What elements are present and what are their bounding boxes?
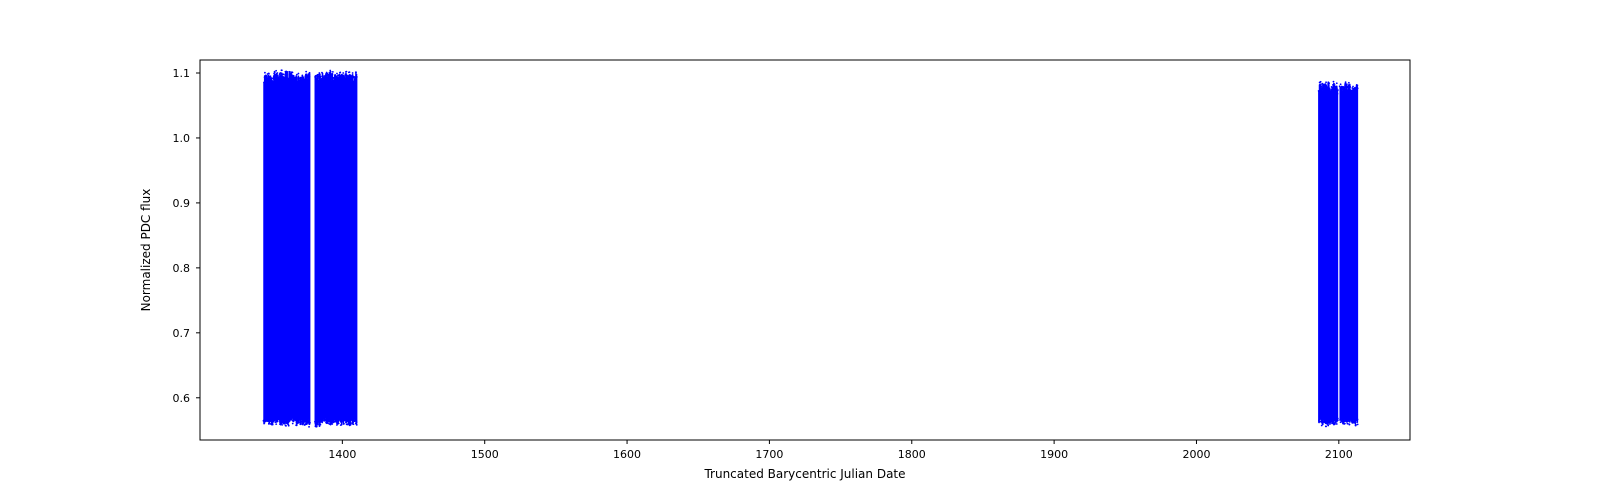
lightcurve-chart: 1400 1500 1600 1700 1800 1900 2000 2100 0.6 0.7 0.… — [0, 0, 1600, 500]
y-tick-label: 0.6 — [173, 392, 191, 405]
chart-svg: 1400 1500 1600 1700 1800 1900 2000 2100 0.6 0.7 0.… — [0, 0, 1600, 500]
y-axis-label: Normalized PDC flux — [139, 189, 153, 312]
y-tick-label: 1.0 — [173, 132, 191, 145]
x-tick-label: 2000 — [1182, 448, 1210, 461]
y-tick-label: 1.1 — [173, 67, 191, 80]
y-tick-label: 0.9 — [173, 197, 191, 210]
y-tick-label: 0.8 — [173, 262, 191, 275]
x-tick-label: 1600 — [613, 448, 641, 461]
x-tick-label: 2100 — [1325, 448, 1353, 461]
x-tick-label: 1800 — [898, 448, 926, 461]
x-tick-label: 1700 — [755, 448, 783, 461]
x-tick-label: 1500 — [471, 448, 499, 461]
x-tick-label: 1400 — [328, 448, 356, 461]
y-tick-label: 0.7 — [173, 327, 191, 340]
x-axis-label: Truncated Barycentric Julian Date — [703, 467, 905, 481]
x-tick-label: 1900 — [1040, 448, 1068, 461]
